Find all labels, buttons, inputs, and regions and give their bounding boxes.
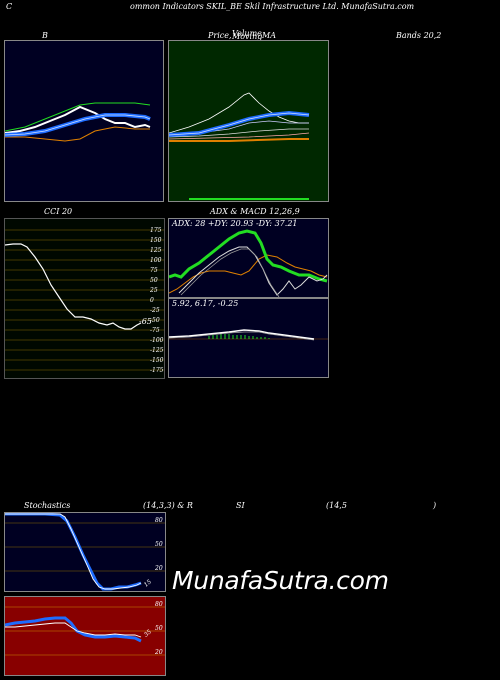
- cci-tick: 150: [150, 237, 162, 244]
- ma-line-2: [169, 128, 309, 138]
- minus-di-line: [178, 246, 328, 296]
- plus-di-line: [169, 229, 328, 283]
- cci-tick: 25: [150, 287, 158, 294]
- macd-line: [169, 329, 315, 340]
- bands-title: Bands 20,2: [396, 31, 442, 40]
- bollinger-title: B: [42, 31, 48, 40]
- ma-title: MA: [262, 31, 276, 40]
- ma-line-5-outline: [169, 112, 310, 136]
- ma-line-3: [169, 132, 310, 140]
- rsi-blue-line: [5, 616, 142, 643]
- cci-value-label: -65: [139, 317, 152, 326]
- cci-tick: 175: [150, 227, 162, 234]
- cci-tick: -100: [150, 337, 164, 344]
- title-c: C: [6, 2, 13, 11]
- price-line: [169, 92, 309, 134]
- price-ma-chart: [169, 92, 310, 200]
- adx-readout: ADX: 28 +DY: 20.93 -DY: 37.21: [172, 219, 298, 228]
- bollinger-chart: [5, 102, 151, 142]
- cci-tick: 125: [150, 247, 162, 254]
- macd-readout: 5.92, 6.17, -0.25: [172, 299, 239, 308]
- bollinger-upper-band: [5, 102, 151, 132]
- cci-tick: -125: [150, 347, 164, 354]
- adx-line: [169, 254, 328, 294]
- bollinger-lower-band: [5, 126, 150, 142]
- close-paren: ): [433, 501, 437, 510]
- bollinger-panel: [4, 40, 164, 202]
- rsi-chart: [5, 606, 165, 656]
- rsi-tick: 50: [155, 625, 163, 632]
- stoch-k-line: [5, 513, 142, 590]
- cci-tick: -75: [150, 327, 160, 334]
- adx-macd-title: ADX & MACD 12,26,9: [210, 207, 300, 216]
- rsi-white-line: [5, 622, 142, 638]
- adx-panel: [168, 218, 329, 298]
- stochastics-panel: [4, 512, 166, 592]
- watermark: MunafaSutra.com: [172, 566, 389, 595]
- stoch-params: (14,3,3) & R: [143, 501, 193, 510]
- moving-title: Moving: [232, 32, 263, 41]
- cci-tick: -25: [150, 307, 160, 314]
- chart-title: ommon Indicators SKIL_BE Skil Infrastruc…: [130, 2, 415, 11]
- ma-line-4: [169, 138, 309, 142]
- macd-chart: [169, 329, 328, 341]
- stoch-tick: 20: [155, 565, 163, 572]
- stochastics-chart: [5, 513, 165, 591]
- minus-di-line-2: [180, 248, 280, 297]
- rsi-tick: 80: [155, 601, 163, 608]
- cci-line: [5, 243, 142, 330]
- cci-title: CCI 20: [44, 207, 73, 216]
- cci-tick: 100: [150, 257, 162, 264]
- price-title: Price,: [208, 31, 232, 40]
- cci-ticks: 175 150 125 100 75 50 25 0 -25 -50 -75 -…: [150, 226, 163, 376]
- macd-signal-line: [169, 331, 315, 341]
- cci-panel: [4, 218, 165, 379]
- cci-tick: 75: [150, 267, 158, 274]
- cci-tick: -175: [150, 367, 164, 374]
- cci-tick: 50: [150, 277, 158, 284]
- bollinger-middle-outline: [5, 114, 151, 136]
- price-ma-panel: [168, 40, 329, 202]
- macd-panel: [168, 298, 329, 378]
- cci-chart: [5, 229, 164, 371]
- rsi-params: (14,5: [326, 501, 347, 510]
- cci-tick: -50: [150, 317, 160, 324]
- macd-histogram: [208, 334, 270, 339]
- rsi-title: SI: [236, 501, 245, 510]
- stoch-tick: 80: [155, 517, 163, 524]
- rsi-tick: 20: [155, 649, 163, 656]
- rsi-panel: [4, 596, 166, 676]
- ma-line-5: [169, 110, 310, 137]
- stoch-d-line: [5, 513, 142, 591]
- price-line: [5, 105, 151, 134]
- cci-tick: 0: [150, 297, 154, 304]
- adx-chart: [169, 229, 328, 297]
- stochastics-title: Stochastics: [24, 501, 71, 510]
- volume-title: Volume: [232, 29, 262, 38]
- cci-tick: -150: [150, 357, 164, 364]
- stoch-tick: 50: [155, 541, 163, 548]
